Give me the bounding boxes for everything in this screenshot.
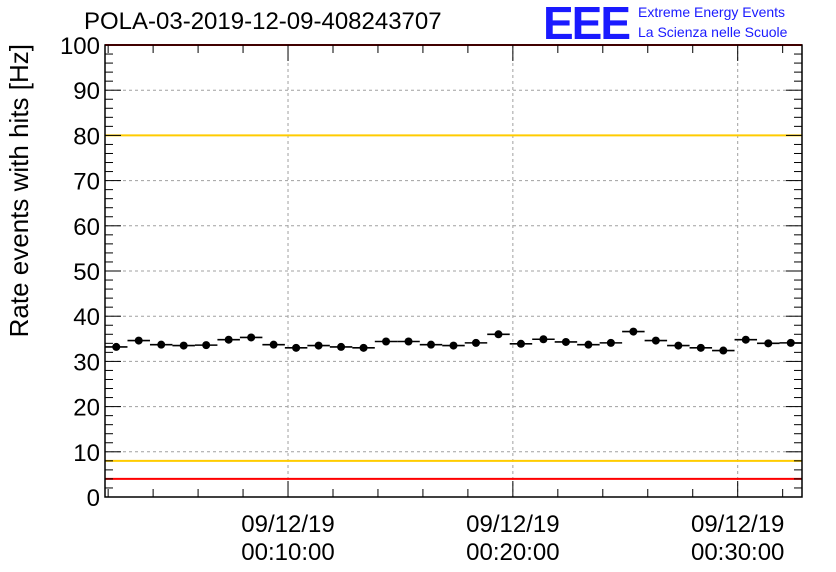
data-points <box>105 327 802 355</box>
x-tick-time-label: 00:30:00 <box>691 539 784 566</box>
threshold-lines <box>105 44 802 480</box>
data-point <box>696 343 705 352</box>
y-tick-label: 40 <box>73 304 100 331</box>
data-point <box>112 342 121 351</box>
y-tick-label: 100 <box>60 33 100 60</box>
data-point <box>449 341 458 350</box>
data-point <box>516 339 525 348</box>
y-axis-title: Rate events with hits [Hz] <box>4 44 34 337</box>
data-point <box>651 336 660 345</box>
data-point <box>202 341 211 350</box>
data-point <box>359 343 368 352</box>
chart-title: POLA-03-2019-12-09-408243707 <box>84 8 442 35</box>
data-point <box>561 337 570 346</box>
data-point <box>606 338 615 347</box>
y-tick-label: 30 <box>73 349 100 376</box>
data-point <box>764 339 773 348</box>
y-tick-label: 60 <box>73 214 100 241</box>
data-point <box>471 338 480 347</box>
data-point <box>337 342 346 351</box>
logo-tagline-2: La Scienza nelle Scuole <box>638 24 788 40</box>
data-point <box>674 341 683 350</box>
data-point <box>179 341 188 350</box>
data-point <box>584 340 593 349</box>
eee-logo-icon: EEE <box>543 0 631 49</box>
y-tick-label: 10 <box>73 440 100 467</box>
data-point <box>314 341 323 350</box>
data-point <box>224 335 233 344</box>
data-point <box>741 335 750 344</box>
y-tick-label: 50 <box>73 259 100 286</box>
data-point <box>269 340 278 349</box>
logo-tagline-1: Extreme Energy Events <box>638 4 786 20</box>
data-point <box>629 327 638 336</box>
data-point <box>539 335 548 344</box>
data-point <box>157 340 166 349</box>
data-point <box>382 337 391 346</box>
x-tick-date-label: 09/12/19 <box>241 511 334 538</box>
y-tick-label: 20 <box>73 395 100 422</box>
x-tick-labels: 09/12/1900:10:0009/12/1900:20:0009/12/19… <box>241 511 784 566</box>
plot-frame <box>104 44 803 498</box>
y-tick-label: 90 <box>73 78 100 105</box>
x-tick-time-label: 00:20:00 <box>466 539 559 566</box>
y-tick-label: 80 <box>73 123 100 150</box>
x-tick-time-label: 00:10:00 <box>241 539 334 566</box>
data-point <box>719 346 728 355</box>
grid-lines <box>105 45 802 497</box>
data-point <box>427 340 436 349</box>
data-point <box>786 338 795 347</box>
data-point <box>292 343 301 352</box>
y-tick-label: 0 <box>87 485 100 512</box>
data-point <box>247 333 256 342</box>
x-tick-date-label: 09/12/19 <box>466 511 559 538</box>
y-tick-labels: 0 10 20 30 40 50 60 70 80 90 100 <box>60 33 100 512</box>
data-point <box>494 330 503 339</box>
data-point <box>404 337 413 346</box>
x-tick-date-label: 09/12/19 <box>691 511 784 538</box>
data-point <box>134 336 143 345</box>
y-tick-label: 70 <box>73 169 100 196</box>
